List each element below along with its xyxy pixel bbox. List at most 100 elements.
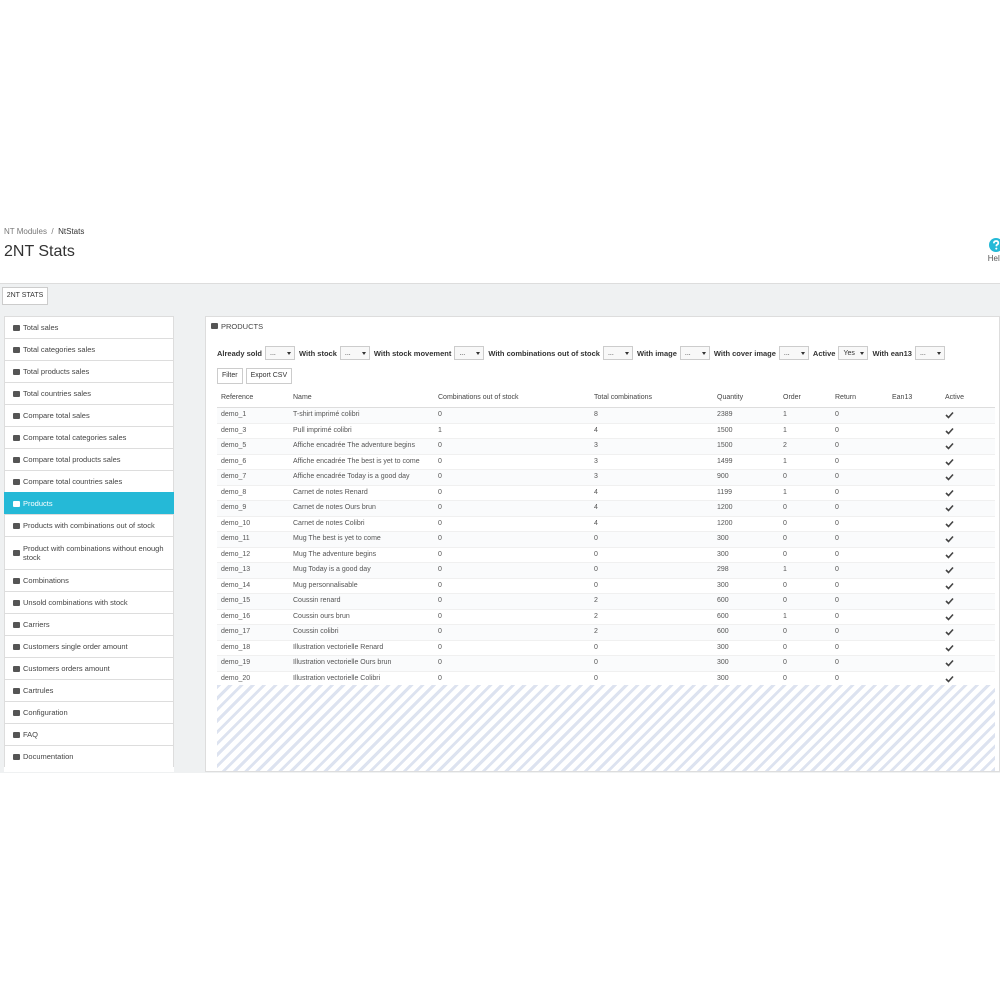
icon: [13, 665, 20, 672]
cell: 0: [783, 550, 787, 558]
filter-label: With combinations out of stock: [488, 348, 600, 358]
sidebar-item[interactable]: Cartrules: [4, 679, 174, 701]
filter-label: With cover image: [713, 348, 776, 358]
cell: 1499: [717, 457, 733, 465]
cell: 300: [717, 581, 729, 589]
cell: Illustration vectorielle Renard: [293, 643, 384, 651]
column-header[interactable]: Combinations out of stock: [438, 394, 519, 401]
filter-select[interactable]: ...: [679, 346, 710, 360]
sidebar-label: Combinations: [23, 576, 69, 585]
empty-area: [217, 685, 995, 771]
sidebar-item[interactable]: Carriers: [4, 613, 174, 635]
filter-label: Already sold: [217, 348, 263, 358]
cell: Pull imprimé colibri: [293, 426, 352, 434]
sidebar-item[interactable]: Product with combinations without enough…: [4, 536, 174, 569]
help-button[interactable]: Help: [986, 238, 1000, 263]
cell: 0: [835, 411, 839, 418]
tab[interactable]: 2NT STATS: [2, 287, 48, 305]
check-icon: [945, 427, 954, 435]
sidebar-item[interactable]: Customers orders amount: [4, 657, 174, 679]
cell: 3: [594, 442, 598, 449]
filter-select[interactable]: ...: [454, 346, 485, 360]
icon: [13, 599, 20, 606]
sidebar-item[interactable]: Customers single order amount: [4, 635, 174, 657]
cell: 300: [717, 659, 729, 666]
sidebar-item[interactable]: FAQ: [4, 723, 174, 745]
sidebar-item[interactable]: Total categories sales: [4, 338, 174, 360]
cell: 0: [594, 566, 598, 573]
filter-label: With stock: [299, 348, 337, 358]
sidebar-item[interactable]: Products with combinations out of stock: [4, 514, 174, 536]
cell: 1200: [717, 504, 733, 511]
column-header[interactable]: Name: [293, 394, 312, 401]
sidebar-item[interactable]: Compare total sales: [4, 404, 174, 426]
cell: 0: [835, 473, 839, 480]
help-icon: [989, 238, 1000, 252]
sidebar-label: Total categories sales: [23, 345, 96, 354]
cell: 0: [438, 488, 442, 496]
cell: 298: [717, 566, 729, 573]
sidebar-item[interactable]: Compare total products sales: [4, 448, 174, 470]
sidebar-item[interactable]: Documentation: [4, 745, 174, 767]
icon: [13, 550, 20, 556]
sidebar-item[interactable]: Combinations: [4, 569, 174, 591]
cell: demo_6: [221, 457, 247, 465]
column-header[interactable]: Total combinations: [594, 394, 652, 401]
icon: [13, 643, 20, 650]
cell: 1: [783, 411, 787, 418]
filter-select[interactable]: Yes: [838, 346, 869, 360]
cell: Coussin renard: [293, 597, 341, 604]
sidebar-label: Total products sales: [23, 367, 90, 376]
sidebar-label: Unsold combinations with stock: [23, 598, 128, 607]
sidebar-item[interactable]: Total countries sales: [4, 382, 174, 404]
sidebar-item[interactable]: Configuration: [4, 701, 174, 723]
sidebar-item[interactable]: Compare total countries sales: [4, 470, 174, 492]
crumb[interactable]: NT Modules: [4, 227, 47, 236]
sidebar-item[interactable]: Unsold combinations with stock: [4, 591, 174, 613]
filter-select[interactable]: ...: [914, 346, 945, 360]
cell: 300: [717, 535, 729, 542]
cell: 4: [594, 426, 598, 434]
column-header[interactable]: Return: [835, 394, 857, 401]
column-header[interactable]: Reference: [221, 394, 254, 401]
button[interactable]: Export CSV: [245, 368, 293, 384]
cell: 1: [783, 457, 787, 465]
sidebar-label: Compare total sales: [23, 411, 90, 420]
column-header[interactable]: Order: [783, 394, 801, 401]
cell: demo_10: [221, 519, 251, 527]
sidebar-label: Cartrules: [23, 686, 54, 695]
filters: Already sold... With stock... With stock m…: [217, 346, 949, 360]
cell: 0: [835, 504, 839, 511]
cell: 0: [594, 581, 598, 589]
sidebar-label: Compare total categories sales: [23, 433, 127, 442]
filter-select[interactable]: ...: [265, 346, 296, 360]
sidebar-label: Products with combinations out of stock: [23, 521, 155, 530]
check-icon: [945, 458, 954, 466]
button[interactable]: Filter: [217, 368, 243, 384]
table-row: demo_7 Affiche encadrée Today is a good d…: [217, 470, 995, 486]
filter-select[interactable]: ...: [778, 346, 809, 360]
sidebar-item[interactable]: Total products sales: [4, 360, 174, 382]
filter-select[interactable]: ...: [602, 346, 633, 360]
cell: 1500: [717, 442, 733, 449]
cell: 1500: [717, 426, 733, 434]
sidebar-item[interactable]: Total sales: [4, 316, 174, 338]
table-row: demo_14 Mug personnalisable 0 0 300 0 0: [217, 579, 995, 594]
sidebar-item[interactable]: Compare total categories sales: [4, 426, 174, 448]
column-header[interactable]: Active: [945, 394, 965, 401]
page-title: 2NT Stats: [4, 243, 75, 260]
column-header[interactable]: Quantity: [717, 394, 744, 401]
cell: 3: [594, 457, 598, 465]
icon: [13, 577, 20, 584]
column-header[interactable]: Ean13: [892, 394, 913, 401]
table-row: demo_13 Mug Today is a good day 0 0 298 1 0: [217, 563, 995, 579]
sidebar-item[interactable]: Products: [4, 492, 174, 514]
cell: 0: [594, 550, 598, 558]
cell: 0: [438, 457, 442, 465]
filter-select[interactable]: ...: [339, 346, 370, 360]
cell: Illustration vectorielle Colibri: [293, 674, 381, 682]
cell: 4: [594, 519, 598, 527]
cell: 300: [717, 550, 729, 558]
cell: Affiche encadrée The adventure begins: [293, 442, 415, 449]
filter-label: With image: [636, 348, 677, 358]
